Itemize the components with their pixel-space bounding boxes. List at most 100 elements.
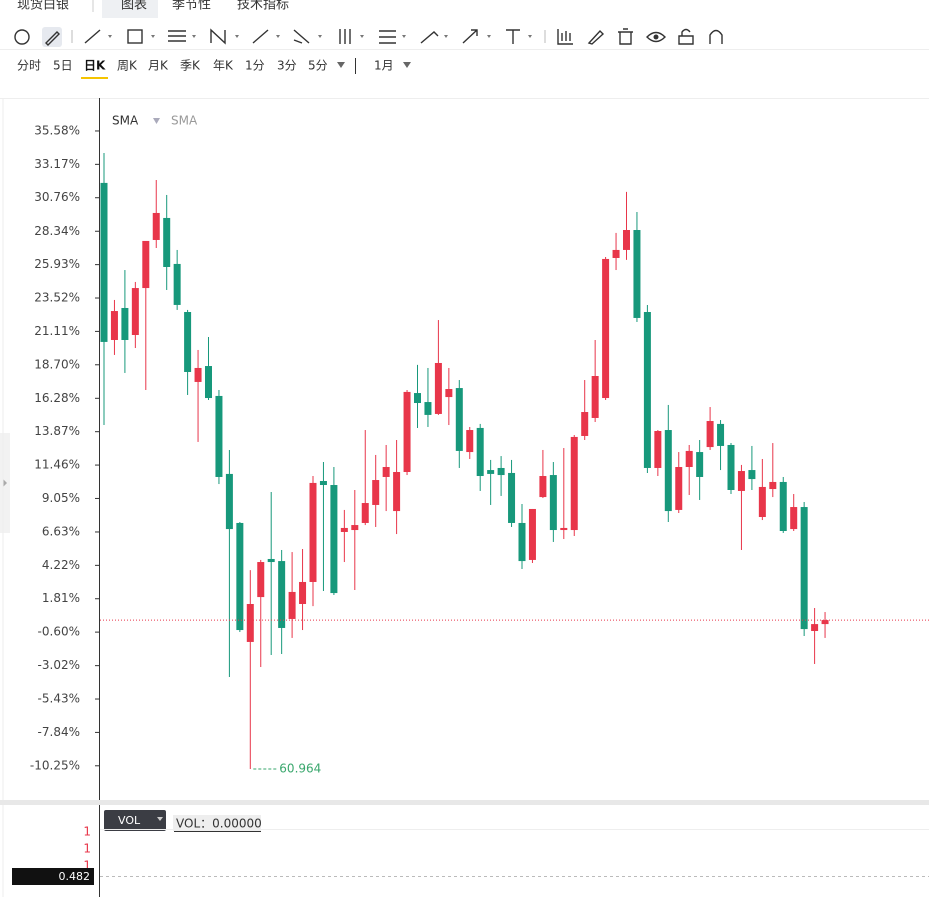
vol-axis-label: 1 (83, 842, 91, 856)
timeframe[interactable]: 季K (180, 59, 201, 73)
candle-body (643, 312, 651, 468)
tab[interactable]: 技术指标 (237, 0, 289, 13)
candle-body (372, 480, 380, 505)
candle-body (361, 503, 369, 523)
tool-icon[interactable] (45, 31, 60, 46)
y-tick-label: -5.43% (38, 692, 80, 706)
tool-icon[interactable] (293, 29, 310, 44)
y-tick-label: 25.93% (34, 257, 80, 271)
candle-body (508, 472, 516, 523)
timeframe[interactable]: 日K (84, 59, 106, 73)
timeframe[interactable]: 5日 (53, 59, 73, 73)
candle-body (299, 581, 307, 604)
candle-body (142, 240, 150, 289)
y-tick-label: 4.22% (42, 558, 80, 572)
candle-body (205, 366, 212, 399)
tool-icon[interactable] (462, 29, 478, 44)
y-tick-label: -10.25% (30, 758, 80, 772)
candle-body (737, 471, 745, 491)
tool-icon[interactable] (420, 31, 439, 44)
timeframe[interactable]: 分时 (17, 59, 41, 73)
timeframe[interactable]: 月K (148, 59, 169, 73)
candle-body (131, 288, 139, 336)
candle-body (779, 481, 787, 532)
candle-body (403, 391, 411, 472)
candle-body (549, 475, 557, 531)
candle-body (602, 258, 610, 399)
candle-body (675, 467, 683, 510)
tool-icon[interactable] (252, 29, 269, 44)
tab[interactable]: 图表 (121, 0, 147, 13)
legend-label[interactable]: SMA (171, 114, 198, 128)
tool-icon[interactable] (709, 29, 723, 45)
tool-icon[interactable] (587, 29, 605, 45)
vol-readout: VOL：0.00000 (176, 817, 262, 831)
timeframes: 分时 5日 日K 周K 月K 季K 年K 1分 3分 5分 (17, 59, 328, 79)
tool-icon[interactable] (678, 28, 694, 45)
timeframe-active-underline (81, 77, 108, 79)
dropdown-arrow (157, 817, 163, 821)
timeframe[interactable]: 1分 (245, 59, 265, 73)
legend-label[interactable]: SMA (112, 114, 139, 128)
tool-icon[interactable] (14, 29, 30, 45)
y-tick-label: 18.70% (34, 357, 80, 371)
candle-body (319, 480, 327, 486)
y-tick-label: 28.34% (34, 224, 80, 238)
tool-icon[interactable] (506, 29, 520, 44)
candle-body (225, 473, 233, 530)
candle-body (518, 522, 526, 562)
candle-body (748, 470, 756, 480)
tool-icon[interactable] (618, 28, 633, 45)
tool-icon[interactable] (339, 29, 351, 44)
tool-icon[interactable] (84, 29, 101, 44)
candle-body (278, 561, 286, 628)
timeframe[interactable]: 5分 (308, 59, 328, 73)
candle-body (717, 423, 725, 446)
candle-body (581, 412, 589, 436)
candle-body (194, 367, 202, 382)
dropdown-arrow (337, 62, 411, 68)
tab[interactable]: 季节性 (172, 0, 211, 13)
candle-body (539, 476, 547, 498)
candle-body (623, 230, 630, 250)
tool-icon[interactable] (210, 28, 226, 45)
candle-body (696, 452, 704, 477)
panel-separator (0, 800, 929, 805)
candle-body (570, 436, 578, 531)
period-select[interactable]: 1月 (374, 59, 394, 73)
tool-icon[interactable] (557, 29, 573, 45)
candle-body (340, 527, 348, 532)
vol-axis-label: 1 (83, 859, 91, 873)
candle-body (758, 486, 766, 518)
tab[interactable]: 现货白银 (17, 0, 69, 13)
price-tag-label: 0.482 (59, 870, 91, 883)
timeframe[interactable]: 3分 (277, 59, 297, 73)
y-tick-label: 13.87% (34, 424, 80, 438)
dropdown-arrow (153, 118, 160, 124)
tool-icon[interactable] (127, 29, 143, 44)
tool-icon[interactable] (379, 30, 396, 44)
timeframe[interactable]: 年K (213, 59, 234, 73)
candle-body (821, 620, 829, 625)
candle-body (351, 525, 359, 531)
candle-body (487, 470, 495, 474)
tool-icon[interactable] (168, 30, 186, 42)
vol-button[interactable] (104, 810, 166, 831)
y-tick-label: 23.52% (34, 291, 80, 305)
candle-body (110, 311, 118, 340)
y-tick-label: 6.63% (42, 524, 80, 538)
candle-body (591, 376, 599, 418)
candle-body (790, 507, 798, 530)
candle-body (215, 395, 223, 477)
tab-bar (0, 0, 929, 18)
candle-body (163, 217, 171, 267)
low-label: 60.964 (279, 761, 321, 775)
y-tick-label: 11.46% (34, 458, 80, 472)
candle-body (288, 591, 296, 619)
candle-body (800, 507, 808, 630)
timeframe[interactable]: 周K (117, 59, 138, 73)
candle-body (685, 450, 693, 468)
price-tag (12, 868, 94, 885)
tool-icon[interactable] (646, 31, 666, 43)
